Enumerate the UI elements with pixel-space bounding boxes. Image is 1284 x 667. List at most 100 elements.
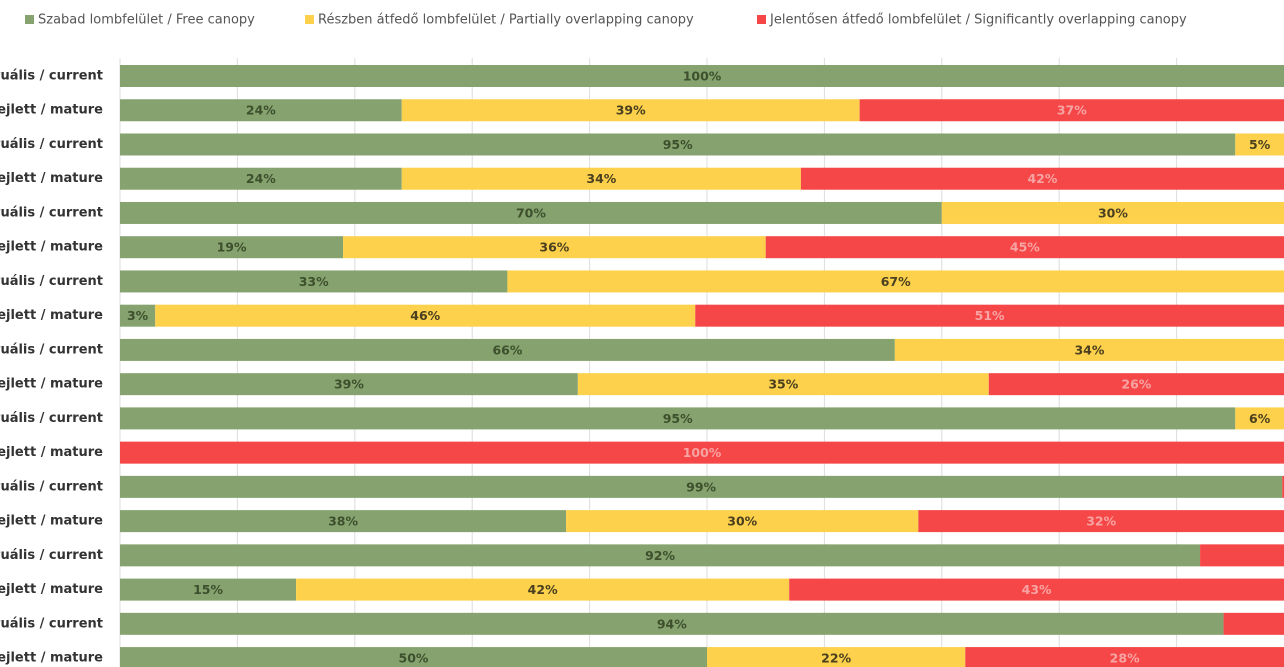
bar-segment <box>1235 133 1284 156</box>
data-label: 15% <box>193 582 223 597</box>
bar-segment <box>120 99 402 122</box>
data-label: 3% <box>127 308 149 323</box>
data-label: 39% <box>616 103 646 118</box>
data-label: 24% <box>246 103 276 118</box>
bar-segment <box>120 65 1284 87</box>
bar-segment <box>120 510 567 533</box>
data-label: 26% <box>1121 377 1151 392</box>
category-label: tuális / current <box>0 411 103 426</box>
category-label: tuális / current <box>0 274 103 289</box>
bar-segment <box>1200 544 1284 567</box>
bar-segment <box>120 373 578 396</box>
data-label: 42% <box>528 582 558 597</box>
bar-segment <box>765 236 1284 259</box>
data-label: 30% <box>727 514 757 529</box>
data-label: 22% <box>821 651 851 666</box>
data-label: 37% <box>1057 103 1087 118</box>
category-label: ejlett / mature <box>0 171 103 186</box>
bar-segment <box>1223 612 1284 635</box>
data-label: 34% <box>1074 342 1104 357</box>
category-label: ejlett / mature <box>0 445 103 460</box>
data-label: 99% <box>686 479 716 494</box>
data-label: 67% <box>881 274 911 289</box>
data-label: 43% <box>1022 582 1052 597</box>
data-label: 100% <box>683 69 722 84</box>
data-label: 70% <box>516 205 546 220</box>
data-label: 42% <box>1027 171 1057 186</box>
bar-segment <box>120 612 1224 635</box>
category-label: ejlett / mature <box>0 582 103 597</box>
category-label: ejlett / mature <box>0 103 103 118</box>
legend-swatch <box>305 15 314 24</box>
bar-segment <box>120 441 1284 464</box>
bar-segment <box>296 578 790 601</box>
bar-segment <box>859 99 1284 122</box>
category-label: tuális / current <box>0 548 103 563</box>
data-label: 6% <box>1249 411 1271 426</box>
bar-segment <box>1282 475 1284 498</box>
data-label: 92% <box>645 548 675 563</box>
data-label: 5% <box>1249 137 1271 152</box>
data-label: 45% <box>1010 240 1040 255</box>
bar-segment <box>1235 407 1284 430</box>
data-label: 51% <box>975 308 1005 323</box>
bar-segment <box>120 167 402 190</box>
data-label: 50% <box>399 651 429 666</box>
data-label: 46% <box>410 308 440 323</box>
bar-segment <box>566 510 919 533</box>
data-label: 33% <box>299 274 329 289</box>
data-label: 95% <box>663 411 693 426</box>
bar-segment <box>401 167 801 190</box>
bar-segment <box>120 304 156 327</box>
bar-segment <box>155 304 696 327</box>
bar-segment <box>120 338 895 361</box>
bar-segment <box>695 304 1284 327</box>
legend-swatch <box>757 15 766 24</box>
bar-segment <box>577 373 989 396</box>
data-label: 19% <box>217 240 247 255</box>
category-label: ejlett / mature <box>0 514 103 529</box>
data-label: 38% <box>328 514 358 529</box>
data-label: 100% <box>683 445 722 460</box>
data-label: 66% <box>492 342 522 357</box>
category-label: tuális / current <box>0 69 103 84</box>
bar-segment <box>120 270 508 293</box>
legend-label: Részben átfedő lombfelület / Partially o… <box>318 13 694 28</box>
legend-label: Szabad lombfelület / Free canopy <box>38 13 255 28</box>
bar-segment <box>120 544 1201 567</box>
category-label: ejlett / mature <box>0 377 103 392</box>
bar-segment <box>918 510 1284 533</box>
data-label: 39% <box>334 377 364 392</box>
category-label: tuális / current <box>0 616 103 631</box>
bar-segment <box>120 578 297 601</box>
data-label: 95% <box>663 137 693 152</box>
data-label: 36% <box>539 240 569 255</box>
bar-segment <box>120 647 707 667</box>
bar-segment <box>789 578 1284 601</box>
bar-segment <box>120 407 1236 430</box>
data-label: 28% <box>1110 651 1140 666</box>
bar-segment <box>120 133 1236 156</box>
data-label: 35% <box>768 377 798 392</box>
category-label: ejlett / mature <box>0 651 103 666</box>
data-label: 30% <box>1098 205 1128 220</box>
bar-segment <box>965 647 1284 667</box>
bar-segment <box>800 167 1284 190</box>
bar-segment <box>941 201 1284 224</box>
category-label: tuális / current <box>0 205 103 220</box>
bar-segment <box>988 373 1284 396</box>
category-label: tuális / current <box>0 137 103 152</box>
data-label: 34% <box>586 171 616 186</box>
bar-segment <box>894 338 1284 361</box>
bar-segment <box>120 236 344 259</box>
data-label: 24% <box>246 171 276 186</box>
legend-swatch <box>25 15 34 24</box>
bar-segment <box>120 475 1283 498</box>
bar-segment <box>507 270 1284 293</box>
category-label: ejlett / mature <box>0 240 103 255</box>
category-label: tuális / current <box>0 479 103 494</box>
category-label: ejlett / mature <box>0 308 103 323</box>
bar-segment <box>401 99 860 122</box>
legend-label: Jelentősen átfedő lombfelület / Signific… <box>769 13 1187 28</box>
